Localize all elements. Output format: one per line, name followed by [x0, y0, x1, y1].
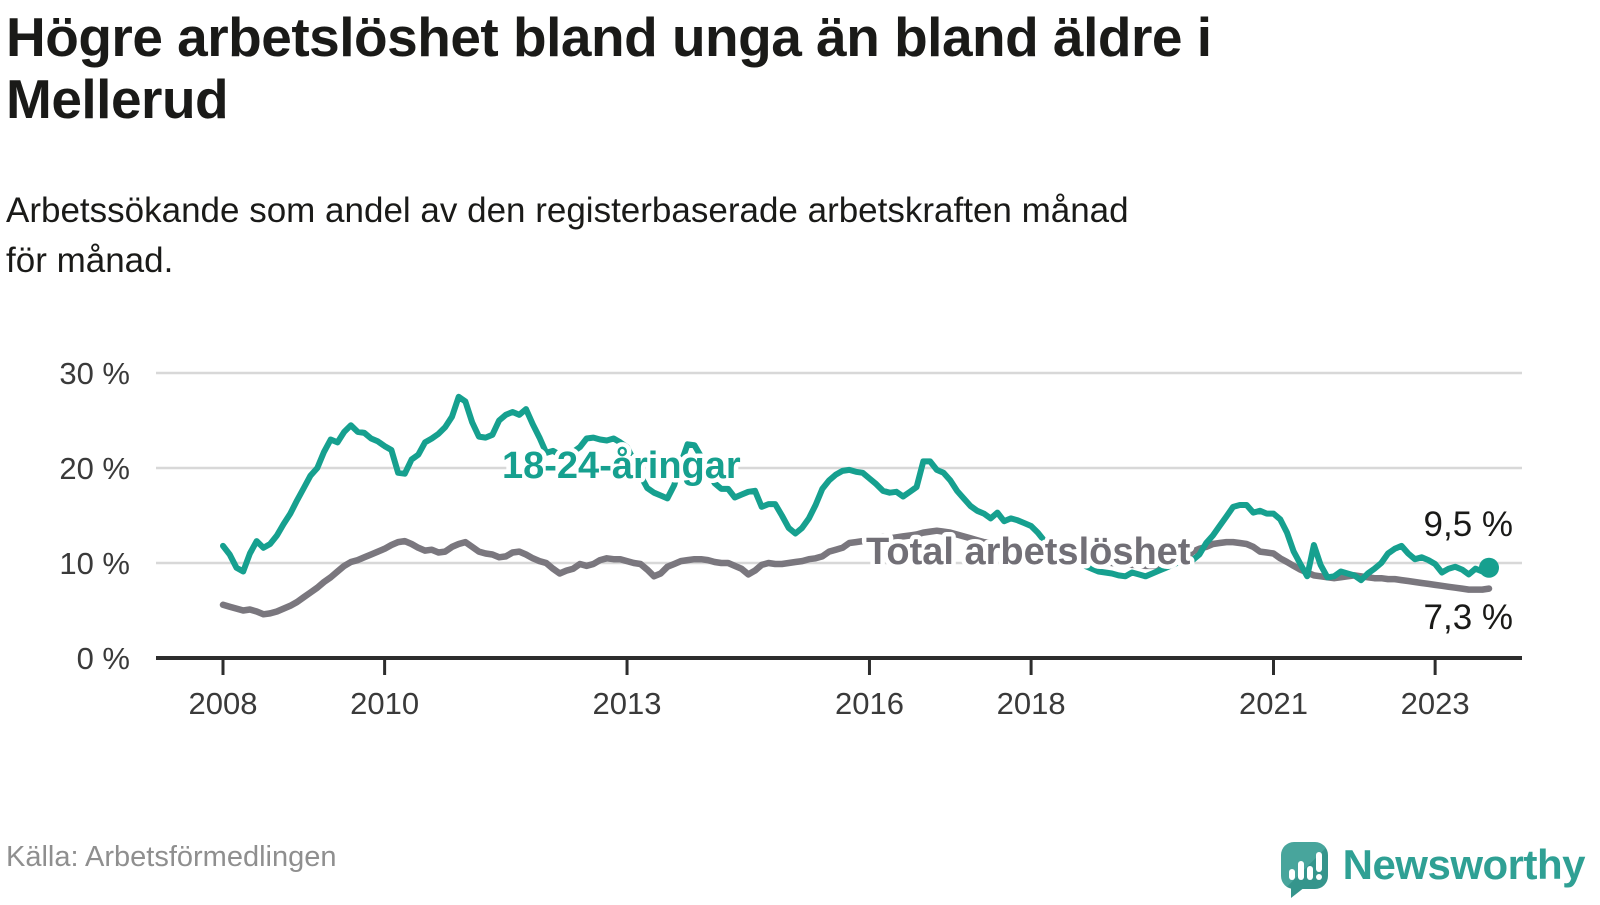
x-tick-label-2008: 2008	[189, 686, 258, 721]
x-tick-label-2023: 2023	[1401, 686, 1470, 721]
series-line-young	[220, 393, 1492, 584]
page-title: Högre arbetslöshet bland unga än bland ä…	[6, 6, 1551, 130]
y-tick-label-0: 0 %	[77, 641, 130, 676]
newsworthy-logo: Newsworthy	[1280, 836, 1586, 898]
newsworthy-logo-text: Newsworthy	[1342, 841, 1586, 888]
series-end-dot-young	[1479, 557, 1499, 578]
y-tick-label-20: 20 %	[59, 451, 130, 486]
newsworthy-logo-icon	[1280, 841, 1328, 898]
page-subtitle-line-1: Arbetssökande som andel av den registerb…	[6, 191, 1129, 230]
x-tick-label-2013: 2013	[593, 686, 662, 721]
end-value-label-young: 9,5 %	[1424, 505, 1514, 544]
page-title-line-2: Mellerud	[6, 68, 229, 131]
speech-bubble-tail-icon	[1290, 886, 1305, 898]
series-line-total	[219, 527, 1493, 618]
end-value-label-total: 7,3 %	[1424, 598, 1514, 637]
x-tick-label-2010: 2010	[350, 686, 419, 721]
page-title-line-1: Högre arbetslöshet bland unga än bland ä…	[6, 6, 1212, 68]
series-label-young: 18-24-åringar	[502, 445, 741, 487]
y-tick-label-30: 30 %	[59, 356, 130, 391]
y-tick-label-10: 10 %	[59, 546, 130, 581]
series-label-total: Total arbetslöshet	[866, 531, 1191, 573]
exclamation-icon	[1315, 851, 1322, 872]
x-tick-label-2016: 2016	[835, 686, 904, 721]
x-tick-label-2021: 2021	[1239, 686, 1308, 721]
bar-chart-icon	[1288, 868, 1295, 880]
x-tick-label-2018: 2018	[997, 686, 1066, 721]
source-note: Källa: Arbetsförmedlingen	[6, 841, 337, 873]
page-subtitle: Arbetssökande som andel av den registerb…	[6, 186, 1551, 286]
page-subtitle-line-2: för månad.	[6, 241, 174, 281]
